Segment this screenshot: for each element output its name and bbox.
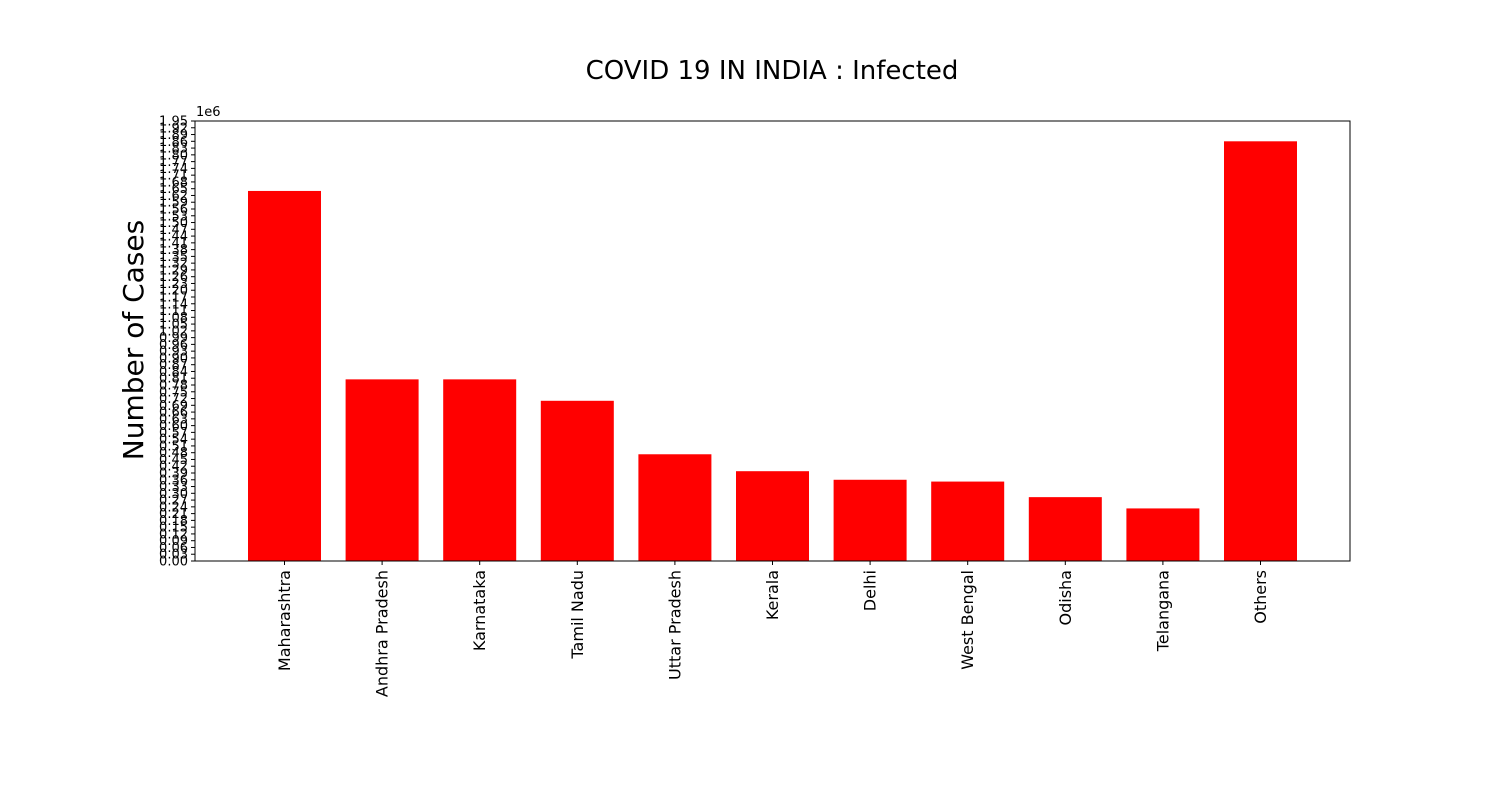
chart-title: COVID 19 IN INDIA : Infected — [586, 56, 959, 86]
y-tick-label: 0.96 — [159, 338, 188, 353]
bar-west-bengal — [931, 481, 1005, 561]
bar-karnataka — [443, 379, 517, 561]
x-tick-label: West Bengal — [958, 570, 977, 670]
y-tick-label: 1.95 — [159, 115, 188, 130]
y-tick-label: 0.87 — [159, 358, 188, 373]
y-tick-label: 0.21 — [159, 507, 188, 522]
bar-telangana — [1126, 508, 1200, 561]
y-tick-label: 0.45 — [159, 453, 188, 468]
y-tick-label: 0.42 — [159, 460, 188, 475]
y-tick-label: 0.06 — [159, 541, 188, 556]
y-axis-ticks: 0.000.030.060.090.120.150.180.210.240.27… — [159, 115, 195, 570]
x-tick-label: Andhra Pradesh — [373, 570, 392, 697]
x-tick-label: Maharashtra — [275, 570, 294, 671]
y-tick-label: 0.78 — [159, 379, 188, 394]
y-tick-label: 0.99 — [159, 331, 188, 346]
x-tick-label: Odisha — [1056, 570, 1075, 625]
y-tick-label: 0.66 — [159, 406, 188, 421]
y-tick-label: 1.62 — [159, 189, 188, 204]
y-tick-label: 1.80 — [159, 148, 188, 163]
y-tick-label: 0.00 — [159, 555, 188, 570]
y-tick-label: 0.84 — [159, 365, 188, 380]
y-tick-label: 1.20 — [159, 284, 188, 299]
y-tick-label: 1.92 — [159, 121, 188, 136]
y-tick-label: 0.72 — [159, 392, 188, 407]
y-tick-label: 0.54 — [159, 433, 188, 448]
y-tick-label: 0.81 — [159, 372, 188, 387]
bar-andhra-pradesh — [345, 379, 419, 561]
y-tick-label: 1.32 — [159, 257, 188, 272]
y-tick-label: 0.48 — [159, 446, 188, 461]
plot-area-frame — [194, 120, 1351, 562]
bars-group — [248, 141, 1297, 562]
y-tick-label: 0.18 — [159, 514, 188, 529]
x-tick-label: Karnataka — [470, 570, 489, 651]
y-tick-label: 0.39 — [159, 467, 188, 482]
y-tick-label: 1.71 — [159, 169, 188, 184]
y-tick-label: 1.35 — [159, 250, 188, 265]
bar-tamil-nadu — [540, 400, 614, 561]
y-tick-label: 1.08 — [159, 311, 188, 326]
y-tick-label: 1.26 — [159, 270, 188, 285]
y-tick-label: 0.90 — [159, 351, 188, 366]
y-tick-label: 0.93 — [159, 345, 188, 360]
y-tick-label: 0.12 — [159, 527, 188, 542]
y-tick-label: 1.47 — [159, 223, 188, 238]
y-tick-label: 0.36 — [159, 473, 188, 488]
x-axis-ticks: Maharashtra Andhra Pradesh Karnataka Tamil … — [275, 561, 1270, 697]
y-tick-label: 0.75 — [159, 385, 188, 400]
y-tick-label: 1.74 — [159, 162, 188, 177]
y-tick-label: 1.05 — [159, 318, 188, 333]
y-tick-label: 0.03 — [159, 548, 188, 563]
y-tick-label: 0.69 — [159, 399, 188, 414]
x-tick-label: Uttar Pradesh — [665, 570, 684, 680]
x-tick-label: Kerala — [763, 570, 782, 620]
y-tick-label: 0.09 — [159, 534, 188, 549]
y-tick-label: 1.89 — [159, 128, 188, 143]
bar-odisha — [1028, 497, 1102, 561]
bar-maharashtra — [248, 190, 321, 561]
y-tick-label: 1.02 — [159, 324, 188, 339]
y-tick-label: 0.27 — [159, 494, 188, 509]
y-tick-label: 0.15 — [159, 521, 188, 536]
bar-delhi — [833, 479, 907, 561]
y-axis-offset-label: 1e6 — [196, 105, 221, 120]
y-tick-label: 1.83 — [159, 142, 188, 157]
y-tick-label: 1.86 — [159, 135, 188, 150]
bar-others — [1224, 141, 1297, 562]
y-tick-label: 1.29 — [159, 263, 188, 278]
bar-kerala — [736, 471, 809, 561]
y-tick-label: 1.41 — [159, 236, 188, 251]
y-tick-label: 1.68 — [159, 175, 188, 190]
x-tick-label: Delhi — [861, 570, 880, 611]
y-tick-label: 0.51 — [159, 439, 188, 454]
y-tick-label: 1.38 — [159, 243, 188, 258]
y-tick-label: 0.24 — [159, 500, 188, 515]
y-tick-label: 1.56 — [159, 203, 188, 218]
y-tick-label: 1.65 — [159, 182, 188, 197]
y-tick-label: 1.59 — [159, 196, 188, 211]
y-tick-label: 1.14 — [159, 297, 188, 312]
y-tick-label: 1.11 — [159, 304, 188, 319]
y-axis-label: Number of Cases — [117, 220, 150, 460]
y-tick-label: 1.50 — [159, 216, 188, 231]
y-tick-label: 0.57 — [159, 426, 188, 441]
bar-uttar-pradesh — [638, 454, 712, 561]
y-tick-label: 0.60 — [159, 419, 188, 434]
y-tick-label: 0.30 — [159, 487, 188, 502]
y-tick-label: 0.63 — [159, 412, 188, 427]
x-tick-label: Others — [1251, 570, 1270, 624]
y-tick-label: 1.17 — [159, 291, 188, 306]
x-tick-label: Telangana — [1153, 570, 1172, 652]
y-tick-label: 1.23 — [159, 277, 188, 292]
y-tick-label: 1.77 — [159, 155, 188, 170]
x-tick-label: Tamil Nadu — [568, 570, 587, 660]
y-tick-label: 1.53 — [159, 209, 188, 224]
y-tick-label: 0.33 — [159, 480, 188, 495]
y-tick-label: 1.44 — [159, 230, 188, 245]
